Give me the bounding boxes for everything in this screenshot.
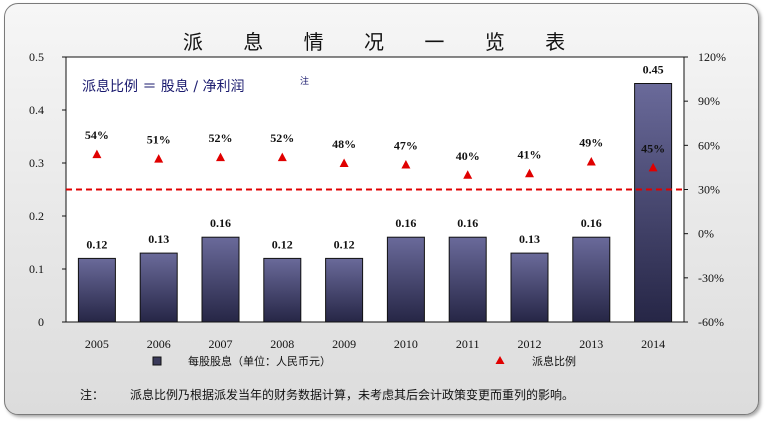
- ratio-value-label: 41%: [518, 147, 542, 161]
- ratio-marker: [463, 170, 473, 179]
- legend: 每股股息（单位：人民币元） 派息比例: [152, 354, 576, 368]
- x-tick-label: 2005: [85, 337, 109, 351]
- right-axis-ticks: -60% -30% 0% 30% 60% 90% 120%: [684, 50, 726, 329]
- left-axis-ticks: 0 0.1 0.2 0.3 0.4 0.5: [29, 50, 66, 329]
- right-tick-label: 120%: [698, 50, 726, 64]
- bar: [263, 257, 302, 323]
- bar: [325, 257, 364, 323]
- bar: [139, 252, 178, 323]
- legend-bar-swatch: [152, 356, 162, 366]
- bar-value-label: 0.16: [395, 216, 416, 230]
- bar: [201, 236, 240, 323]
- left-tick-label: 0.3: [29, 156, 44, 170]
- right-tick-label: 0%: [698, 227, 714, 241]
- bar-value-label: 0.16: [457, 216, 478, 230]
- left-tick-label: 0.4: [29, 103, 44, 117]
- legend-triangle-label: 派息比例: [532, 354, 576, 368]
- right-tick-label: 30%: [698, 183, 720, 197]
- x-tick-label: 2014: [641, 337, 665, 351]
- bar-value-label: 0.13: [148, 232, 169, 246]
- ratio-value-label: 40%: [456, 149, 480, 163]
- bar: [77, 257, 116, 323]
- ratio-value-label: 54%: [85, 128, 109, 142]
- ratio-series: 54% 51% 52% 52% 48% 47% 40% 41% 49% 45%: [85, 128, 665, 179]
- ratio-marker: [648, 162, 658, 172]
- bar: [572, 236, 611, 323]
- x-tick-label: 2012: [518, 337, 542, 351]
- bar-series: 0.12 0.13 0.16 0.12 0.12 0.16 0.16 0.13 0.16 0.45: [77, 63, 673, 323]
- ratio-value-label: 47%: [394, 138, 418, 152]
- x-axis-ticks: 2005 2006 2007 2008 2009 2010 2011 2012 2013 2014: [85, 337, 665, 351]
- footnote-label: 注：: [80, 387, 104, 402]
- legend-triangle-icon: [495, 356, 505, 364]
- bar-value-label: 0.45: [643, 63, 664, 77]
- ratio-marker: [154, 154, 164, 163]
- ratio-value-label: 51%: [147, 133, 171, 147]
- bar-value-label: 0.12: [272, 237, 293, 251]
- bar: [448, 236, 487, 323]
- ratio-marker: [339, 158, 349, 167]
- bar-value-label: 0.16: [581, 216, 602, 230]
- legend-bar-label: 每股股息（单位：人民币元）: [188, 354, 331, 368]
- right-tick-label: 60%: [698, 138, 720, 152]
- x-tick-label: 2009: [332, 337, 356, 351]
- chart-title: 派 息 情 况 一 览 表: [182, 30, 583, 54]
- ratio-marker: [525, 168, 534, 178]
- footnote-text: 派息比例乃根据派发当年的财务数据计算，未考虑其后会计政策变更而重列的影响。: [130, 387, 574, 402]
- ratio-marker: [216, 152, 225, 162]
- x-tick-label: 2010: [394, 337, 418, 351]
- ratio-marker: [586, 157, 596, 166]
- bar: [634, 83, 673, 323]
- ratio-marker: [401, 159, 411, 169]
- ratio-value-label: 48%: [332, 137, 356, 151]
- bar-value-label: 0.12: [86, 237, 107, 251]
- ratio-value-label: 49%: [579, 136, 603, 150]
- ratio-value-label: 45%: [641, 141, 665, 155]
- x-tick-label: 2006: [147, 337, 171, 351]
- ratio-marker: [277, 152, 287, 162]
- right-tick-label: -30%: [698, 271, 724, 285]
- bar: [386, 236, 425, 323]
- ratio-value-label: 52%: [209, 131, 233, 145]
- formula-annotation: 派息比例 ＝ 股息 / 净利润: [82, 78, 245, 95]
- bar: [510, 252, 549, 323]
- ratio-marker: [92, 149, 102, 159]
- left-tick-label: 0.1: [29, 262, 44, 276]
- bar-value-label: 0.16: [210, 216, 231, 230]
- formula-superscript: 注: [300, 75, 309, 87]
- right-tick-label: -60%: [698, 315, 724, 329]
- x-tick-label: 2007: [209, 337, 233, 351]
- left-tick-label: 0.5: [29, 50, 44, 64]
- left-tick-label: 0: [38, 315, 44, 329]
- left-tick-label: 0.2: [29, 209, 44, 223]
- right-tick-label: 90%: [698, 94, 720, 108]
- x-tick-label: 2013: [579, 337, 603, 351]
- bar-value-label: 0.12: [334, 237, 355, 251]
- x-tick-label: 2011: [456, 337, 480, 351]
- x-tick-label: 2008: [270, 337, 294, 351]
- bar-value-label: 0.13: [519, 232, 540, 246]
- ratio-value-label: 52%: [270, 131, 294, 145]
